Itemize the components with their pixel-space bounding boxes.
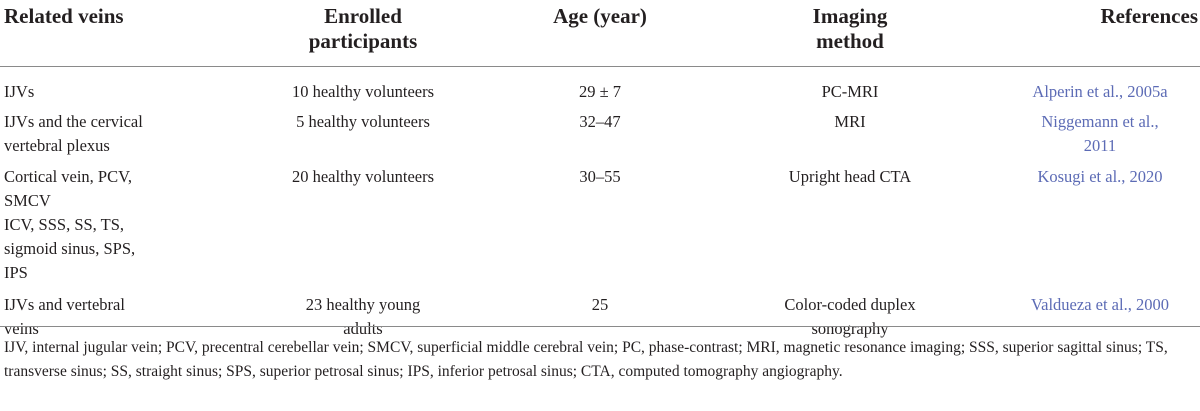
table-row-4-imaging: Color-coded duplex sonography xyxy=(730,293,970,341)
cell-text: IPS xyxy=(4,263,28,282)
header-imaging-line2: method xyxy=(816,29,884,53)
table-row-1-reference-link[interactable]: Alperin et al., 2005a xyxy=(1000,80,1200,104)
footnote-line-2: transverse sinus; SS, straight sinus; SP… xyxy=(4,363,843,380)
header-age: Age (year) xyxy=(553,4,647,28)
table-row-3-reference-link[interactable]: Kosugi et al., 2020 xyxy=(1000,165,1200,189)
table-row-4-veins: IJVs and vertebral veins xyxy=(4,293,214,341)
cell-text: vertebral plexus xyxy=(4,136,110,155)
table-row-2-reference-link[interactable]: Niggemann et al., 2011 xyxy=(1000,110,1200,158)
cell-text: PC-MRI xyxy=(821,82,879,101)
cell-text: Cortical vein, PCV, xyxy=(4,167,133,186)
cell-text: IJVs xyxy=(4,82,35,101)
header-references: References xyxy=(1100,4,1198,28)
table-row-1-participants: 10 healthy volunteers xyxy=(220,80,506,104)
table-row-2-participants: 5 healthy volunteers xyxy=(220,110,506,134)
cell-text: IJVs and vertebral xyxy=(4,295,125,314)
table-row-3-imaging: Upright head CTA xyxy=(730,165,970,189)
cell-text: ICV, SSS, SS, TS, xyxy=(4,215,125,234)
header-enrolled-participants: Enrolled participants xyxy=(220,4,506,54)
cell-text: Kosugi et al., 2020 xyxy=(1037,167,1163,186)
table-row-4-participants: 23 healthy young adults xyxy=(220,293,506,341)
cell-text: Alperin et al., 2005a xyxy=(1032,82,1168,101)
header-imaging-method: Imaging method xyxy=(730,4,970,54)
cell-text: 25 xyxy=(591,295,609,314)
table-row-1-age: 29 ± 7 xyxy=(578,82,622,101)
cell-text: Valdueza et al., 2000 xyxy=(1031,295,1169,314)
header-enrolled-line1: Enrolled xyxy=(324,4,402,28)
cell-text: 10 healthy volunteers xyxy=(291,82,435,101)
table-row-2-veins: IJVs and the cervical vertebral plexus xyxy=(4,110,214,158)
header-imaging-line1: Imaging xyxy=(812,4,888,28)
cell-text: 20 healthy volunteers xyxy=(291,167,435,186)
cell-text: sonography xyxy=(811,319,889,338)
cell-text: MRI xyxy=(834,112,866,131)
header-enrolled-line2: participants xyxy=(308,29,418,53)
table-row-2-age: 32–47 xyxy=(579,112,621,131)
table-footnote: IJV, internal jugular vein; PCV, precent… xyxy=(4,336,1196,384)
cell-text: 2011 xyxy=(1083,136,1117,155)
cell-text: 5 healthy volunteers xyxy=(296,112,430,131)
table-row-1-imaging: PC-MRI xyxy=(730,80,970,104)
header-related-veins: Related veins xyxy=(4,4,124,28)
table-row-2-imaging: MRI xyxy=(730,110,970,134)
table-row-4-age: 25 xyxy=(500,293,700,317)
cell-text: adults xyxy=(343,319,383,338)
cell-text: 23 healthy young xyxy=(305,295,421,314)
cell-text: veins xyxy=(4,319,39,338)
table-row-1-veins: IJVs xyxy=(4,80,214,104)
header-divider xyxy=(0,66,1200,67)
table-row-3-participants: 20 healthy volunteers xyxy=(220,165,506,189)
cell-text: SMCV xyxy=(4,191,51,210)
cell-text: sigmoid sinus, SPS, xyxy=(4,239,136,258)
table-row-3-age: 30–55 xyxy=(579,167,621,186)
footer-divider xyxy=(0,326,1200,327)
table-row-3-veins: Cortical vein, PCV, SMCV ICV, SSS, SS, T… xyxy=(4,165,214,285)
footnote-line-1: IJV, internal jugular vein; PCV, precent… xyxy=(4,339,1168,356)
cell-text: Niggemann et al., xyxy=(1041,112,1159,131)
table-row-4-reference-link[interactable]: Valdueza et al., 2000 xyxy=(1000,293,1200,317)
cell-text: Color-coded duplex xyxy=(784,295,916,314)
cell-text: IJVs and the cervical xyxy=(4,112,143,131)
cell-text: Upright head CTA xyxy=(788,167,912,186)
